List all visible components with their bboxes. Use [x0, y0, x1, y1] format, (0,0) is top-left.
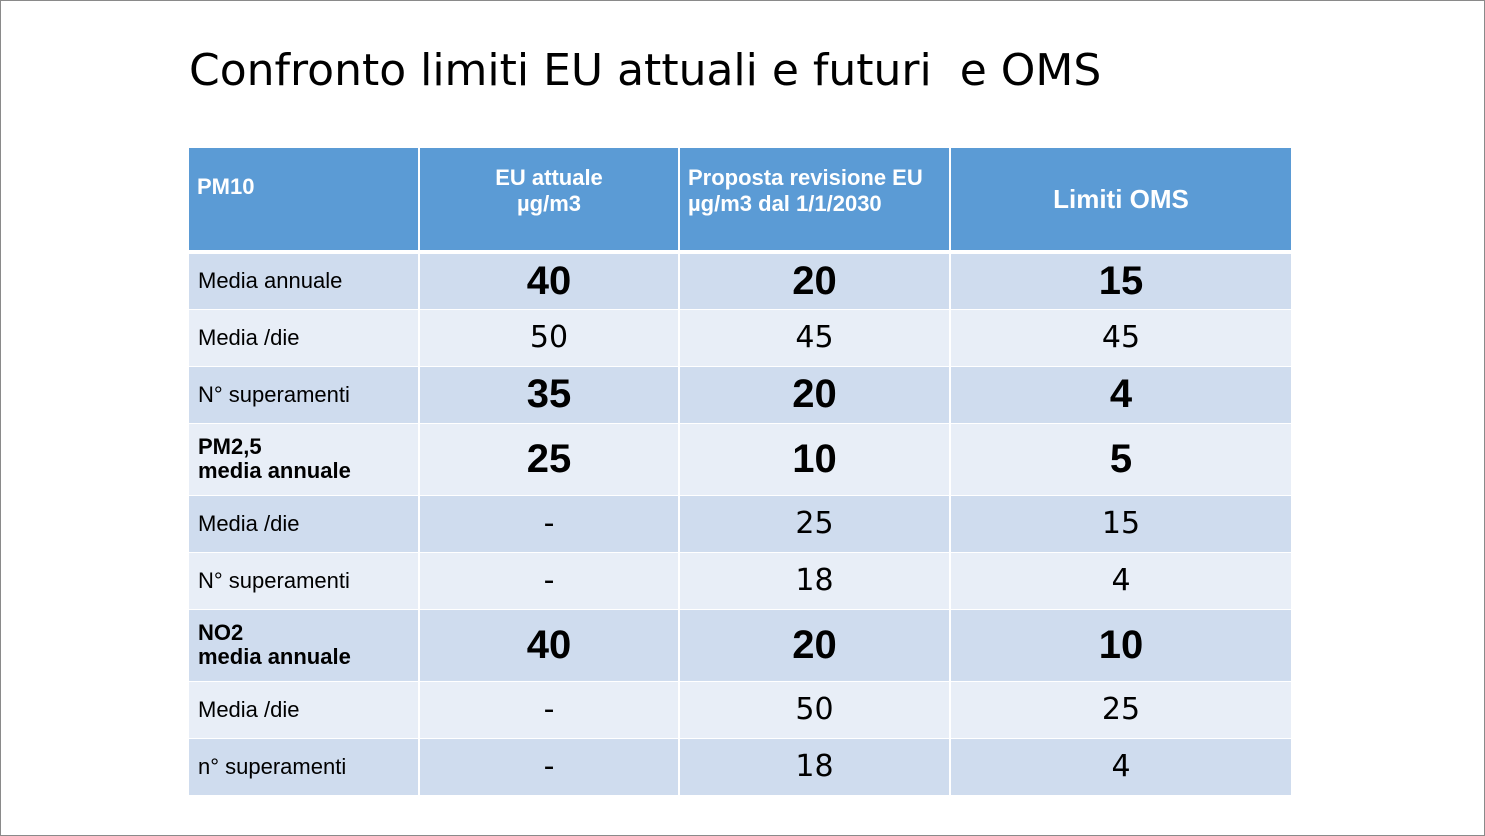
- cell-eu-current: -: [419, 495, 680, 553]
- row-label: N° superamenti: [189, 366, 420, 424]
- cell-who: 4: [950, 552, 1291, 610]
- header-eu-current-unit: µg/m3: [516, 191, 582, 216]
- cell-eu-proposal: 20: [679, 252, 951, 310]
- limits-comparison-table: PM10 EU attuale µg/m3 Proposta revisione…: [189, 148, 1291, 796]
- row-label: Media annuale: [189, 252, 420, 310]
- cell-eu-current: 40: [419, 609, 680, 682]
- cell-eu-current: -: [419, 681, 680, 739]
- cell-eu-proposal: 18: [679, 552, 951, 610]
- header-eu-current: EU attuale µg/m3: [419, 148, 680, 254]
- row-label-metric: media annuale: [198, 644, 351, 669]
- cell-eu-proposal: 18: [679, 738, 951, 796]
- header-eu-current-title: EU attuale: [495, 165, 603, 190]
- row-label-metric: media annuale: [198, 458, 351, 483]
- cell-who: 15: [950, 252, 1291, 310]
- cell-eu-proposal: 45: [679, 309, 951, 367]
- row-label-pollutant: NO2: [198, 620, 244, 645]
- cell-eu-current: 50: [419, 309, 680, 367]
- row-label: N° superamenti: [189, 552, 420, 610]
- table-row: n° superamenti - 18 4: [189, 738, 1291, 796]
- header-eu-proposal: Proposta revisione EU µg/m3 dal 1/1/2030: [679, 148, 951, 254]
- table-row: N° superamenti 35 20 4: [189, 366, 1291, 424]
- cell-eu-current: 40: [419, 252, 680, 310]
- row-label: n° superamenti: [189, 738, 420, 796]
- cell-who: 15: [950, 495, 1291, 553]
- table-row: N° superamenti - 18 4: [189, 552, 1291, 610]
- cell-eu-current: -: [419, 552, 680, 610]
- header-eu-proposal-unit: µg/m3 dal 1/1/2030: [688, 191, 882, 216]
- table-row: Media /die 50 45 45: [189, 309, 1291, 367]
- row-label: Media /die: [189, 309, 420, 367]
- cell-who: 45: [950, 309, 1291, 367]
- row-label-pollutant: PM2,5: [198, 434, 262, 459]
- table-row: Media /die - 50 25: [189, 681, 1291, 739]
- cell-eu-proposal: 20: [679, 366, 951, 424]
- cell-who: 10: [950, 609, 1291, 682]
- cell-who: 5: [950, 423, 1291, 496]
- header-who-limits: Limiti OMS: [950, 148, 1291, 254]
- table-row: Media annuale 40 20 15: [189, 252, 1291, 310]
- header-eu-proposal-title: Proposta revisione EU: [688, 165, 923, 190]
- table-header-row: PM10 EU attuale µg/m3 Proposta revisione…: [189, 148, 1291, 254]
- cell-who: 25: [950, 681, 1291, 739]
- cell-who: 4: [950, 738, 1291, 796]
- slide-title: Confronto limiti EU attuali e futuri e O…: [189, 45, 1102, 96]
- cell-eu-proposal: 50: [679, 681, 951, 739]
- cell-eu-current: 35: [419, 366, 680, 424]
- cell-eu-current: 25: [419, 423, 680, 496]
- cell-eu-proposal: 10: [679, 423, 951, 496]
- table-row: NO2 media annuale 40 20 10: [189, 609, 1291, 682]
- row-label: Media /die: [189, 495, 420, 553]
- row-label: Media /die: [189, 681, 420, 739]
- row-label: NO2 media annuale: [189, 609, 420, 682]
- cell-eu-proposal: 25: [679, 495, 951, 553]
- table-row: PM2,5 media annuale 25 10 5: [189, 423, 1291, 496]
- cell-eu-current: -: [419, 738, 680, 796]
- header-pollutant: PM10: [189, 148, 420, 254]
- row-label: PM2,5 media annuale: [189, 423, 420, 496]
- cell-who: 4: [950, 366, 1291, 424]
- cell-eu-proposal: 20: [679, 609, 951, 682]
- table-row: Media /die - 25 15: [189, 495, 1291, 553]
